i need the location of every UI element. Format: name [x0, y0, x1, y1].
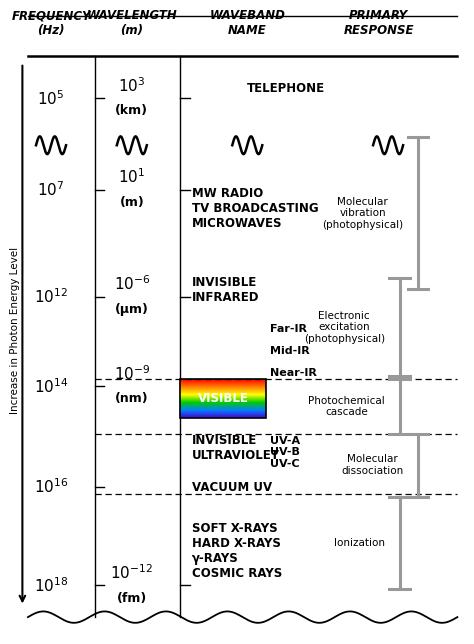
- Text: WAVELENGTH
(m): WAVELENGTH (m): [86, 10, 177, 37]
- Bar: [180, 379, 266, 418]
- Text: TELEPHONE: TELEPHONE: [247, 82, 325, 95]
- Text: Mid-IR: Mid-IR: [270, 346, 310, 356]
- Text: MW RADIO
TV BROADCASTING
MICROWAVES: MW RADIO TV BROADCASTING MICROWAVES: [192, 187, 319, 230]
- Text: $10^{12}$: $10^{12}$: [34, 287, 68, 306]
- Text: INVISIBLE
INFRARED: INVISIBLE INFRARED: [192, 276, 259, 305]
- Text: $10^{-12}$: $10^{-12}$: [110, 564, 153, 582]
- Text: (m): (m): [119, 196, 144, 209]
- Text: Near-IR: Near-IR: [270, 368, 317, 378]
- Text: VACUUM UV: VACUUM UV: [192, 480, 272, 493]
- Text: Far-IR: Far-IR: [270, 324, 307, 334]
- Text: $10^{5}$: $10^{5}$: [37, 89, 64, 108]
- Text: WAVEBAND
NAME: WAVEBAND NAME: [210, 10, 285, 37]
- Text: Ionization: Ionization: [334, 538, 385, 548]
- Text: SOFT X-RAYS
HARD X-RAYS
γ-RAYS
COSMIC RAYS: SOFT X-RAYS HARD X-RAYS γ-RAYS COSMIC RA…: [192, 522, 282, 580]
- Text: $10^{3}$: $10^{3}$: [118, 76, 146, 95]
- Text: $10^{-9}$: $10^{-9}$: [114, 365, 150, 383]
- Text: Photochemical
cascade: Photochemical cascade: [308, 396, 385, 417]
- Text: Molecular
dissociation: Molecular dissociation: [341, 454, 403, 476]
- Text: Molecular
vibration
(photophysical): Molecular vibration (photophysical): [322, 196, 403, 230]
- Text: FREQUENCY
(Hz): FREQUENCY (Hz): [11, 10, 91, 37]
- Text: UV-A
UV-B
UV-C: UV-A UV-B UV-C: [270, 435, 301, 469]
- Text: $10^{14}$: $10^{14}$: [34, 377, 68, 395]
- Text: $10^{-6}$: $10^{-6}$: [113, 275, 150, 294]
- Text: Electronic
excitation
(photophysical): Electronic excitation (photophysical): [304, 310, 385, 344]
- Text: $10^{1}$: $10^{1}$: [118, 167, 146, 186]
- Text: PRIMARY
RESPONSE: PRIMARY RESPONSE: [344, 10, 414, 37]
- Text: $10^{18}$: $10^{18}$: [34, 576, 68, 595]
- Text: (km): (km): [115, 104, 148, 117]
- Text: VISIBLE: VISIBLE: [198, 392, 248, 405]
- Text: INVISIBLE
ULTRAVIOLET: INVISIBLE ULTRAVIOLET: [192, 434, 280, 462]
- Text: (nm): (nm): [115, 392, 149, 406]
- Text: (μm): (μm): [115, 303, 149, 316]
- Text: $10^{16}$: $10^{16}$: [34, 478, 68, 497]
- Text: (fm): (fm): [117, 592, 147, 605]
- Text: $10^{7}$: $10^{7}$: [37, 180, 65, 199]
- Text: Increase in Photon Energy Level: Increase in Photon Energy Level: [10, 247, 20, 414]
